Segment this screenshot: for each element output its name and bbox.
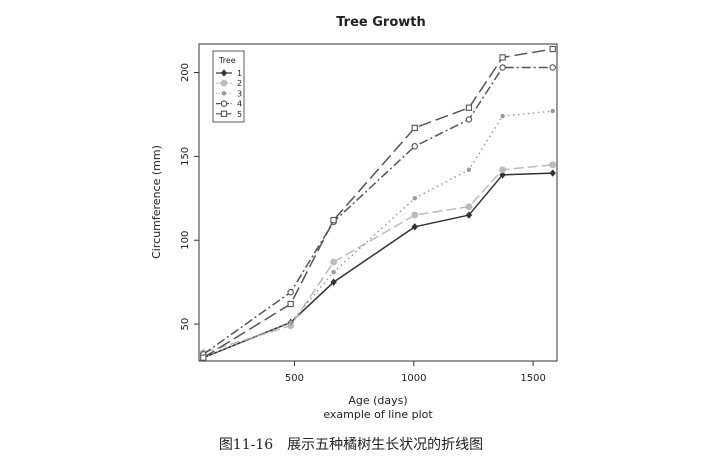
legend-entry-1: 1 [216, 69, 242, 78]
legend-title: Tree [218, 56, 236, 65]
legend-label: 3 [237, 89, 242, 98]
legend-marker [220, 110, 228, 117]
x-axis-label: Age (days) [348, 394, 407, 407]
series-1 [200, 169, 556, 362]
data-point [287, 300, 294, 308]
x-tick-label: 1000 [401, 373, 426, 384]
y-axis-label: Circumference (mm) [150, 145, 163, 259]
legend-entry-4: 4 [216, 100, 242, 109]
data-series [199, 45, 557, 362]
legend-marker [220, 100, 228, 107]
data-point [411, 124, 418, 132]
series-line-2 [203, 164, 553, 354]
y-tick-label: 100 [180, 231, 191, 250]
data-point [549, 169, 556, 177]
figure-caption: 图11-16 展示五种橘树生长状况的折线图 [218, 437, 484, 453]
legend-box [212, 50, 245, 123]
axes: 500 1000 1500 50 100 150 200 [180, 63, 546, 384]
series-line-4 [202, 66, 553, 355]
data-point [287, 288, 294, 296]
series-3 [201, 108, 555, 360]
legend-label: 5 [237, 110, 242, 119]
legend-label: 2 [237, 79, 242, 88]
data-point [465, 116, 473, 123]
data-point [550, 108, 555, 114]
legend-marker [220, 69, 228, 77]
data-point [549, 64, 556, 71]
data-point [200, 354, 207, 361]
series-2 [199, 161, 557, 357]
data-point [466, 167, 472, 173]
data-point [330, 258, 338, 266]
plot-area [198, 43, 558, 362]
legend-marker [220, 79, 228, 87]
y-tick-label: 50 [180, 318, 191, 331]
series-line-3 [203, 110, 553, 359]
series-4 [200, 64, 556, 358]
data-point [549, 161, 557, 169]
legend-entry-2: 2 [216, 79, 242, 88]
y-tick-label: 150 [180, 147, 191, 166]
data-point [499, 54, 506, 61]
data-point [465, 211, 473, 219]
series-5 [200, 45, 556, 361]
data-point [331, 269, 336, 275]
data-point [288, 320, 293, 325]
data-point [500, 113, 505, 119]
legend-entry-5: 5 [216, 110, 242, 119]
data-point [499, 64, 506, 71]
data-point [411, 143, 419, 150]
series-line-5 [202, 48, 553, 359]
data-point [330, 278, 337, 286]
x-tick-label: 1500 [520, 373, 545, 384]
data-point [465, 104, 473, 111]
data-point [499, 171, 506, 179]
legend-marker [221, 91, 227, 96]
legend-label: 4 [237, 100, 242, 109]
chart-subtitle: example of line plot [323, 408, 433, 421]
legend-label: 1 [237, 69, 242, 78]
legend-entry-3: 3 [216, 89, 242, 98]
y-tick-label: 200 [180, 63, 191, 82]
data-point [499, 166, 507, 174]
data-point [465, 203, 473, 211]
x-tick-label: 500 [285, 373, 304, 384]
data-point [412, 196, 418, 201]
data-point [411, 223, 418, 231]
legend: Tree 123 45 [212, 50, 245, 123]
data-point [411, 211, 419, 219]
series-line-1 [203, 172, 553, 359]
data-point [549, 45, 556, 53]
data-point [330, 216, 337, 224]
chart-title: Tree Growth [336, 15, 426, 30]
